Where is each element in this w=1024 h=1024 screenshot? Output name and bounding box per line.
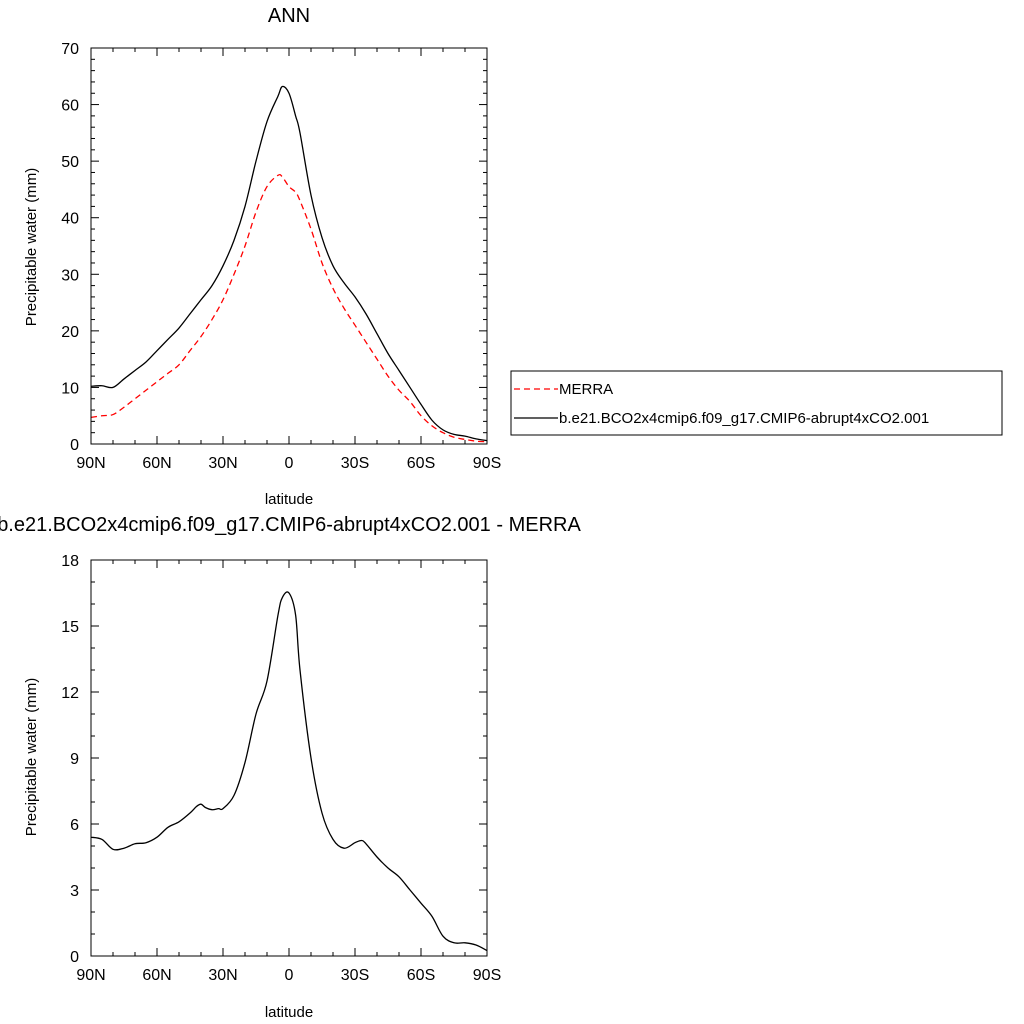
top-plot-frame [90,47,488,445]
legend-label-model: b.e21.BCO2x4cmip6.f09_g17.CMIP6-abrupt4x… [559,410,929,427]
top-y-tick-label: 20 [61,324,79,341]
bottom-y-tick-label: 9 [70,751,79,768]
bottom-x-tick-label: 30S [341,967,369,984]
top-x-tick-label: 90S [473,455,501,472]
top-y-tick-label: 70 [61,41,79,58]
bottom-y-tick-label: 15 [61,619,79,636]
top-y-axis-label: Precipitable water (mm) [23,168,40,326]
top-x-tick-label: 30S [341,455,369,472]
bottom-plot-frame [90,559,488,957]
bottom-series-layer [90,591,488,952]
top-x-tick-label: 90N [76,455,105,472]
bottom-y-ticks: 0 3 6 9 12 15 18 [61,553,487,966]
bottom-y-tick-label: 18 [61,553,79,570]
top-y-tick-label: 30 [61,267,79,284]
bottom-y-tick-label: 3 [70,883,79,900]
bottom-y-tick-label: 12 [61,685,79,702]
top-series-line-1 [90,85,488,442]
top-x-axis-label: latitude [265,491,313,508]
legend-box [510,370,1003,436]
top-y-tick-label: 40 [61,211,79,228]
bottom-x-tick-label: 30N [208,967,237,984]
bottom-x-tick-label: 60N [142,967,171,984]
top-x-tick-label: 60S [407,455,435,472]
top-y-tick-label: 0 [70,437,79,454]
bottom-x-tick-label: 0 [285,967,294,984]
bottom-x-tick-label: 60S [407,967,435,984]
top-x-tick-label: 60N [142,455,171,472]
legend: MERRA b.e21.BCO2x4cmip6.f09_g17.CMIP6-ab… [510,370,1003,436]
top-y-tick-label: 10 [61,380,79,397]
top-series-line-0 [90,173,488,443]
bottom-x-ticks: 90N 60N 30N 0 30S 60S 90S [76,560,501,984]
top-x-tick-label: 0 [285,455,294,472]
bottom-x-axis-label: latitude [265,1004,313,1021]
legend-label-merra: MERRA [559,381,613,398]
bottom-y-tick-label: 6 [70,817,79,834]
bottom-y-axis-label: Precipitable water (mm) [23,678,40,836]
top-panel: ANN Precipitable water (mm) latitude 0 10… [23,5,501,508]
bottom-x-tick-label: 90S [473,967,501,984]
bottom-panel: b.e21.BCO2x4cmip6.f09_g17.CMIP6-abrupt4x… [0,514,581,1021]
top-y-tick-label: 50 [61,154,79,171]
top-y-ticks: 0 10 20 30 40 50 60 70 [61,41,487,454]
bottom-y-tick-label: 0 [70,949,79,966]
top-y-tick-label: 60 [61,98,79,115]
top-x-tick-label: 30N [208,455,237,472]
top-series-layer [90,85,488,443]
bottom-series-line-0 [90,591,488,952]
bottom-x-tick-label: 90N [76,967,105,984]
top-chart-title: ANN [268,5,310,27]
bottom-chart-title: b.e21.BCO2x4cmip6.f09_g17.CMIP6-abrupt4x… [0,514,581,536]
top-x-ticks: 90N 60N 30N 0 30S 60S 90S [76,48,501,472]
